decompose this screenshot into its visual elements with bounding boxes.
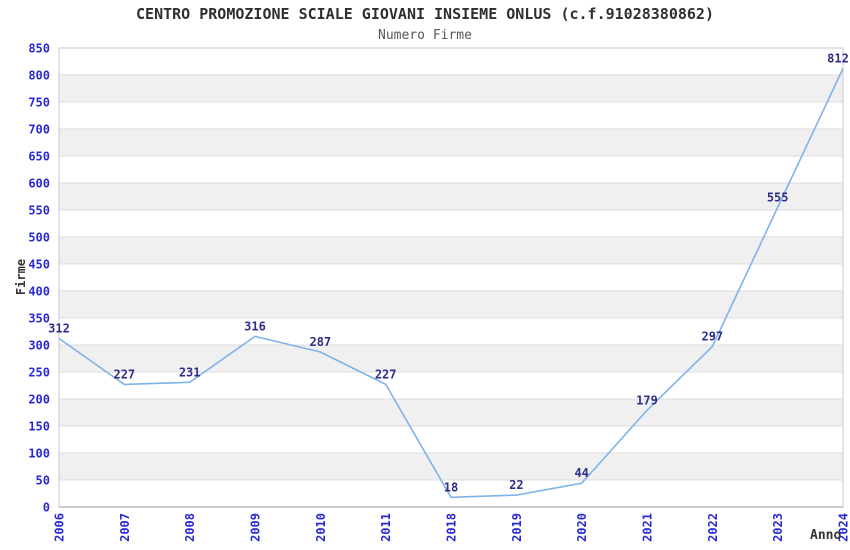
x-tick-label: 2007: [118, 513, 132, 542]
plot-band: [59, 75, 843, 102]
y-tick-label: 600: [28, 177, 50, 191]
x-tick-label: 2006: [53, 513, 67, 542]
y-tick-label: 700: [28, 123, 50, 137]
y-tick-label: 50: [36, 474, 50, 488]
plot-border: [58, 47, 844, 508]
y-tick-label: 350: [28, 312, 50, 326]
x-tick-label: 2011: [379, 513, 393, 542]
point-label: 297: [701, 330, 723, 344]
x-tick-label: 2008: [183, 513, 197, 542]
plot-band: [59, 237, 843, 264]
plot-band: [59, 399, 843, 426]
x-tick-label: 2020: [575, 513, 589, 542]
x-tick-label: 2018: [445, 513, 459, 542]
y-axis-title: Firme: [14, 258, 28, 296]
y-tick-label: 550: [28, 204, 50, 218]
x-axis-title: Anno: [810, 528, 842, 543]
y-tick-label: 850: [28, 42, 50, 56]
x-tick-label: 2010: [314, 513, 328, 542]
point-label: 287: [309, 335, 331, 349]
x-tick-label: 2022: [706, 513, 720, 542]
y-tick-label: 300: [28, 339, 50, 353]
y-tick-label: 200: [28, 393, 50, 407]
y-tick-label: 750: [28, 96, 50, 110]
point-label: 555: [767, 190, 789, 204]
x-tick-label: 2024: [837, 513, 850, 542]
point-label: 227: [113, 367, 135, 381]
y-tick-label: 0: [43, 501, 50, 515]
point-label: 179: [636, 393, 658, 407]
chart-title: CENTRO PROMOZIONE SCIALE GIOVANI INSIEME…: [136, 5, 714, 23]
x-tick-label: 2019: [510, 513, 524, 542]
y-tick-label: 650: [28, 150, 50, 164]
x-tick-label: 2021: [641, 513, 655, 542]
data-line: [58, 68, 844, 499]
y-tick-label: 100: [28, 447, 50, 461]
point-label: 316: [244, 319, 266, 333]
x-tick-label: 2023: [771, 513, 785, 542]
y-tick-label: 450: [28, 258, 50, 272]
plot-band: [59, 129, 843, 156]
y-tick-label: 150: [28, 420, 50, 434]
y-tick-label: 500: [28, 231, 50, 245]
point-label: 231: [179, 365, 201, 379]
point-label: 18: [444, 480, 458, 494]
point-label: 812: [827, 52, 849, 66]
plot-band: [59, 453, 843, 480]
y-tick-label: 250: [28, 366, 50, 380]
point-label: 227: [375, 367, 397, 381]
point-label: 22: [509, 478, 523, 492]
chart-subtitle: Numero Firme: [378, 28, 472, 43]
x-tick-label: 2009: [249, 513, 263, 542]
plot-band: [59, 183, 843, 210]
y-tick-label: 400: [28, 285, 50, 299]
point-label: 44: [574, 466, 588, 480]
plot-band: [59, 291, 843, 318]
plot-band: [59, 345, 843, 372]
point-label: 312: [48, 322, 70, 336]
y-tick-label: 800: [28, 69, 50, 83]
